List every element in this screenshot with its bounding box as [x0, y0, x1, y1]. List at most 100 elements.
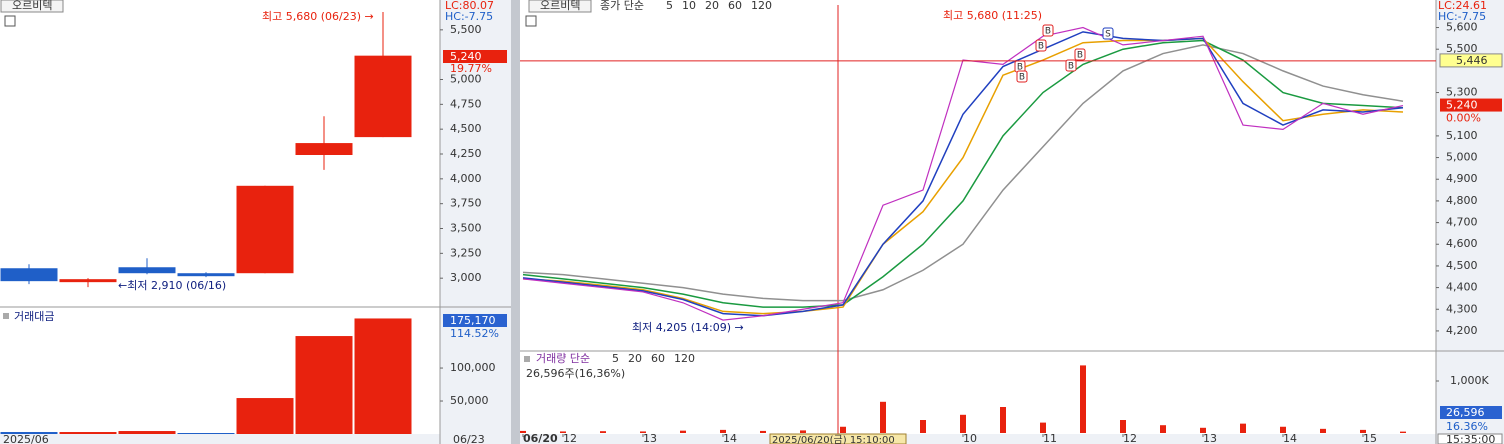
- x-tick-label: 10: [963, 432, 977, 444]
- volume-bar: [680, 430, 686, 433]
- volume-bar: [1360, 429, 1366, 433]
- current-price: 5,240: [450, 50, 482, 63]
- legend-item[interactable]: 10: [682, 0, 696, 12]
- change-rate: 0.00%: [1446, 112, 1481, 125]
- pane-icon[interactable]: [3, 313, 9, 319]
- current-amount: 175,170: [450, 314, 496, 327]
- current-price: 5,240: [1446, 99, 1478, 112]
- bar: [177, 433, 235, 435]
- volume-bar: [1000, 407, 1006, 433]
- y-tick-label: 4,900: [1446, 172, 1478, 185]
- signal-box: [1102, 27, 1114, 40]
- y-tick-label: 3,750: [450, 197, 482, 210]
- lc-label: LC:24.61: [1438, 0, 1487, 12]
- bar: [236, 398, 294, 434]
- x-tick-label: 13: [1203, 432, 1217, 444]
- legend-item[interactable]: 5: [612, 352, 619, 365]
- y-tick-label: 5,500: [1446, 42, 1478, 55]
- legend-item[interactable]: 5: [666, 0, 673, 12]
- time-end: 15:35:00: [1446, 433, 1495, 444]
- ma-line: [522, 39, 1404, 308]
- y-tick-label: 5,300: [1446, 86, 1478, 99]
- volume-bar: [520, 430, 526, 433]
- crosshair-time: 2025/06/20(금) 15:10:00: [772, 434, 895, 444]
- signal-label: S: [1105, 30, 1111, 40]
- legend-item[interactable]: 120: [751, 0, 772, 12]
- y-tick-label: 1,000K: [1450, 374, 1489, 387]
- current-price-box: [1440, 98, 1502, 112]
- stock-name[interactable]: 오르비텍: [540, 0, 580, 12]
- legend-item[interactable]: 60: [651, 352, 665, 365]
- ma-line: [522, 37, 1404, 315]
- y-tick-label: 5,100: [1446, 129, 1478, 142]
- high-annotation: 최고 5,680 (06/23) →: [262, 10, 374, 23]
- signal-label: B: [1017, 63, 1023, 73]
- bar: [59, 432, 117, 434]
- current-amount-box: [443, 314, 507, 327]
- bar: [118, 431, 176, 434]
- signal-label: B: [1045, 27, 1051, 37]
- candle-body: [236, 185, 294, 274]
- crosshair-price: 5,446: [1456, 54, 1488, 67]
- signal-label: B: [1038, 42, 1044, 52]
- y-tick-label: 5,000: [1446, 151, 1478, 164]
- x-tick-label: 14: [723, 432, 737, 444]
- signal-box: [1065, 59, 1077, 72]
- crosshair-time-box: [769, 433, 907, 444]
- volume-bar: [560, 431, 566, 433]
- y-tick-label: 4,700: [1446, 216, 1478, 229]
- volume-bar: [840, 426, 846, 433]
- x-tick-label: 11: [1043, 432, 1057, 444]
- y-tick-label: 100,000: [450, 361, 496, 374]
- signal-label: B: [1077, 51, 1083, 61]
- y-tick-label: 4,400: [1446, 281, 1478, 294]
- x-tick-label: 14: [1283, 432, 1297, 444]
- volume-value-label: 26,596주(16,36%): [526, 367, 625, 380]
- pane-icon[interactable]: [524, 356, 530, 362]
- x-tick-label: 12: [563, 432, 577, 444]
- volume-bar: [1160, 425, 1166, 433]
- current-volume: 26,596: [1446, 406, 1485, 419]
- y-tick-label: 3,000: [450, 271, 482, 284]
- x-tick-label: 13: [643, 432, 657, 444]
- volume-bar: [1280, 426, 1286, 433]
- volume-change: 16.36%: [1446, 420, 1488, 433]
- legend-item[interactable]: 120: [674, 352, 695, 365]
- y-tick-label: 5,000: [450, 73, 482, 86]
- volume-legend-title: 거래량 단순: [536, 352, 590, 365]
- grid-icon[interactable]: [4, 15, 16, 27]
- candle-body: [295, 143, 353, 155]
- stock-button[interactable]: [0, 0, 64, 13]
- low-annotation: ←최저 2,910 (06/16): [118, 279, 226, 292]
- left-time-axis-area: [0, 434, 440, 444]
- bar: [354, 318, 412, 434]
- volume-bar: [720, 429, 726, 433]
- grid-icon[interactable]: [525, 15, 537, 27]
- volume-bar: [1040, 422, 1046, 433]
- time-axis-area: [520, 434, 1436, 444]
- volume-bar: [1400, 431, 1406, 433]
- legend-item[interactable]: 60: [728, 0, 742, 12]
- volume-bar: [1080, 365, 1086, 433]
- hc-label: HC:-7.75: [445, 10, 493, 23]
- y-tick-label: 5,500: [450, 23, 482, 36]
- stock-name[interactable]: 오르비텍: [12, 0, 52, 12]
- legend-item[interactable]: 20: [628, 352, 642, 365]
- candle-body: [354, 55, 412, 138]
- stock-button[interactable]: [528, 0, 592, 13]
- signal-box: [1074, 48, 1086, 61]
- volume-bar: [640, 431, 646, 433]
- legend-item[interactable]: 20: [705, 0, 719, 12]
- pane-title: 거래대금: [14, 310, 54, 323]
- current-price-box: [443, 50, 507, 63]
- low-annotation: 최저 4,205 (14:09) →: [632, 321, 744, 334]
- signal-box: [1016, 70, 1028, 83]
- x-tick-label: 06/20: [523, 432, 558, 444]
- volume-bar: [920, 420, 926, 433]
- y-tick-label: 4,250: [450, 147, 482, 160]
- left-axis-area: [440, 0, 511, 444]
- splitter[interactable]: [511, 0, 520, 444]
- amount-change: 114.52%: [450, 327, 499, 340]
- y-tick-label: 5,600: [1446, 21, 1478, 34]
